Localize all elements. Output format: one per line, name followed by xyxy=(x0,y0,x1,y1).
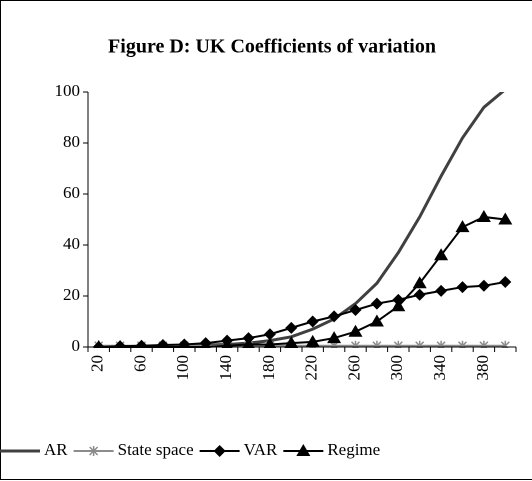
triangle-marker xyxy=(476,209,491,222)
triangle-marker xyxy=(221,338,233,348)
diamond-marker xyxy=(263,328,276,341)
triangle-marker xyxy=(158,340,168,348)
diamond-marker xyxy=(349,304,362,317)
x-tick-label: 100 xyxy=(173,355,192,381)
triangle-marker xyxy=(201,340,211,348)
y-tick-label: 60 xyxy=(63,183,80,202)
y-tick-label: 0 xyxy=(72,336,81,355)
diamond-marker xyxy=(413,288,426,301)
triangle-marker xyxy=(498,212,513,225)
diamond-marker xyxy=(285,321,298,334)
asterisk-marker xyxy=(415,340,425,348)
legend-label: Regime xyxy=(327,440,380,459)
diamond-marker xyxy=(456,281,469,294)
y-tick-label: 100 xyxy=(55,81,81,100)
y-tick-label: 40 xyxy=(63,234,80,253)
diamond-marker xyxy=(499,275,512,288)
legend-label: VAR xyxy=(244,440,278,459)
x-tick-label: 220 xyxy=(302,355,321,381)
series-line xyxy=(98,92,505,348)
triangle-marker xyxy=(94,340,104,348)
asterisk-marker xyxy=(350,340,361,348)
triangle-marker xyxy=(284,336,299,348)
triangle-marker xyxy=(434,248,449,261)
asterisk-marker xyxy=(457,340,468,348)
triangle-marker xyxy=(115,340,125,348)
asterisk-marker xyxy=(500,340,510,348)
x-tick-label: 20 xyxy=(88,355,107,372)
asterisk-marker xyxy=(393,340,403,348)
chart-title: Figure D: UK Coefficients of variation xyxy=(108,36,436,58)
x-tick-label: 60 xyxy=(130,355,149,372)
plot-area xyxy=(92,92,513,348)
x-tick-label: 380 xyxy=(473,355,492,381)
diamond-marker xyxy=(435,284,448,297)
triangle-marker xyxy=(348,324,363,337)
triangle-marker xyxy=(263,337,277,348)
x-tick-label: 140 xyxy=(216,355,235,381)
triangle-marker xyxy=(305,334,320,347)
triangle-marker xyxy=(327,331,342,344)
triangle-marker xyxy=(242,337,255,348)
asterisk-marker xyxy=(372,340,382,348)
asterisk-marker xyxy=(436,340,446,348)
legend-label: AR xyxy=(44,440,68,459)
asterisk-marker xyxy=(89,446,99,456)
triangle-marker xyxy=(412,276,427,289)
triangle-marker xyxy=(369,314,384,327)
diamond-marker xyxy=(370,297,383,310)
diamond-marker xyxy=(213,445,226,457)
diamond-marker xyxy=(477,279,490,292)
x-tick-label: 300 xyxy=(387,355,406,381)
asterisk-marker xyxy=(479,340,489,348)
triangle-marker xyxy=(391,299,406,312)
x-tick-label: 180 xyxy=(259,355,278,381)
y-tick-label: 20 xyxy=(63,285,80,304)
triangle-marker xyxy=(296,444,311,456)
y-tick-label: 80 xyxy=(63,132,80,151)
triangle-marker xyxy=(179,340,189,348)
triangle-marker xyxy=(136,340,147,348)
triangle-marker xyxy=(455,220,470,233)
x-tick-label: 340 xyxy=(430,355,449,381)
diamond-marker xyxy=(306,315,319,328)
legend-label: State space xyxy=(118,440,194,459)
series-line xyxy=(98,215,506,348)
x-tick-label: 260 xyxy=(344,355,363,381)
diamond-marker xyxy=(328,310,341,323)
